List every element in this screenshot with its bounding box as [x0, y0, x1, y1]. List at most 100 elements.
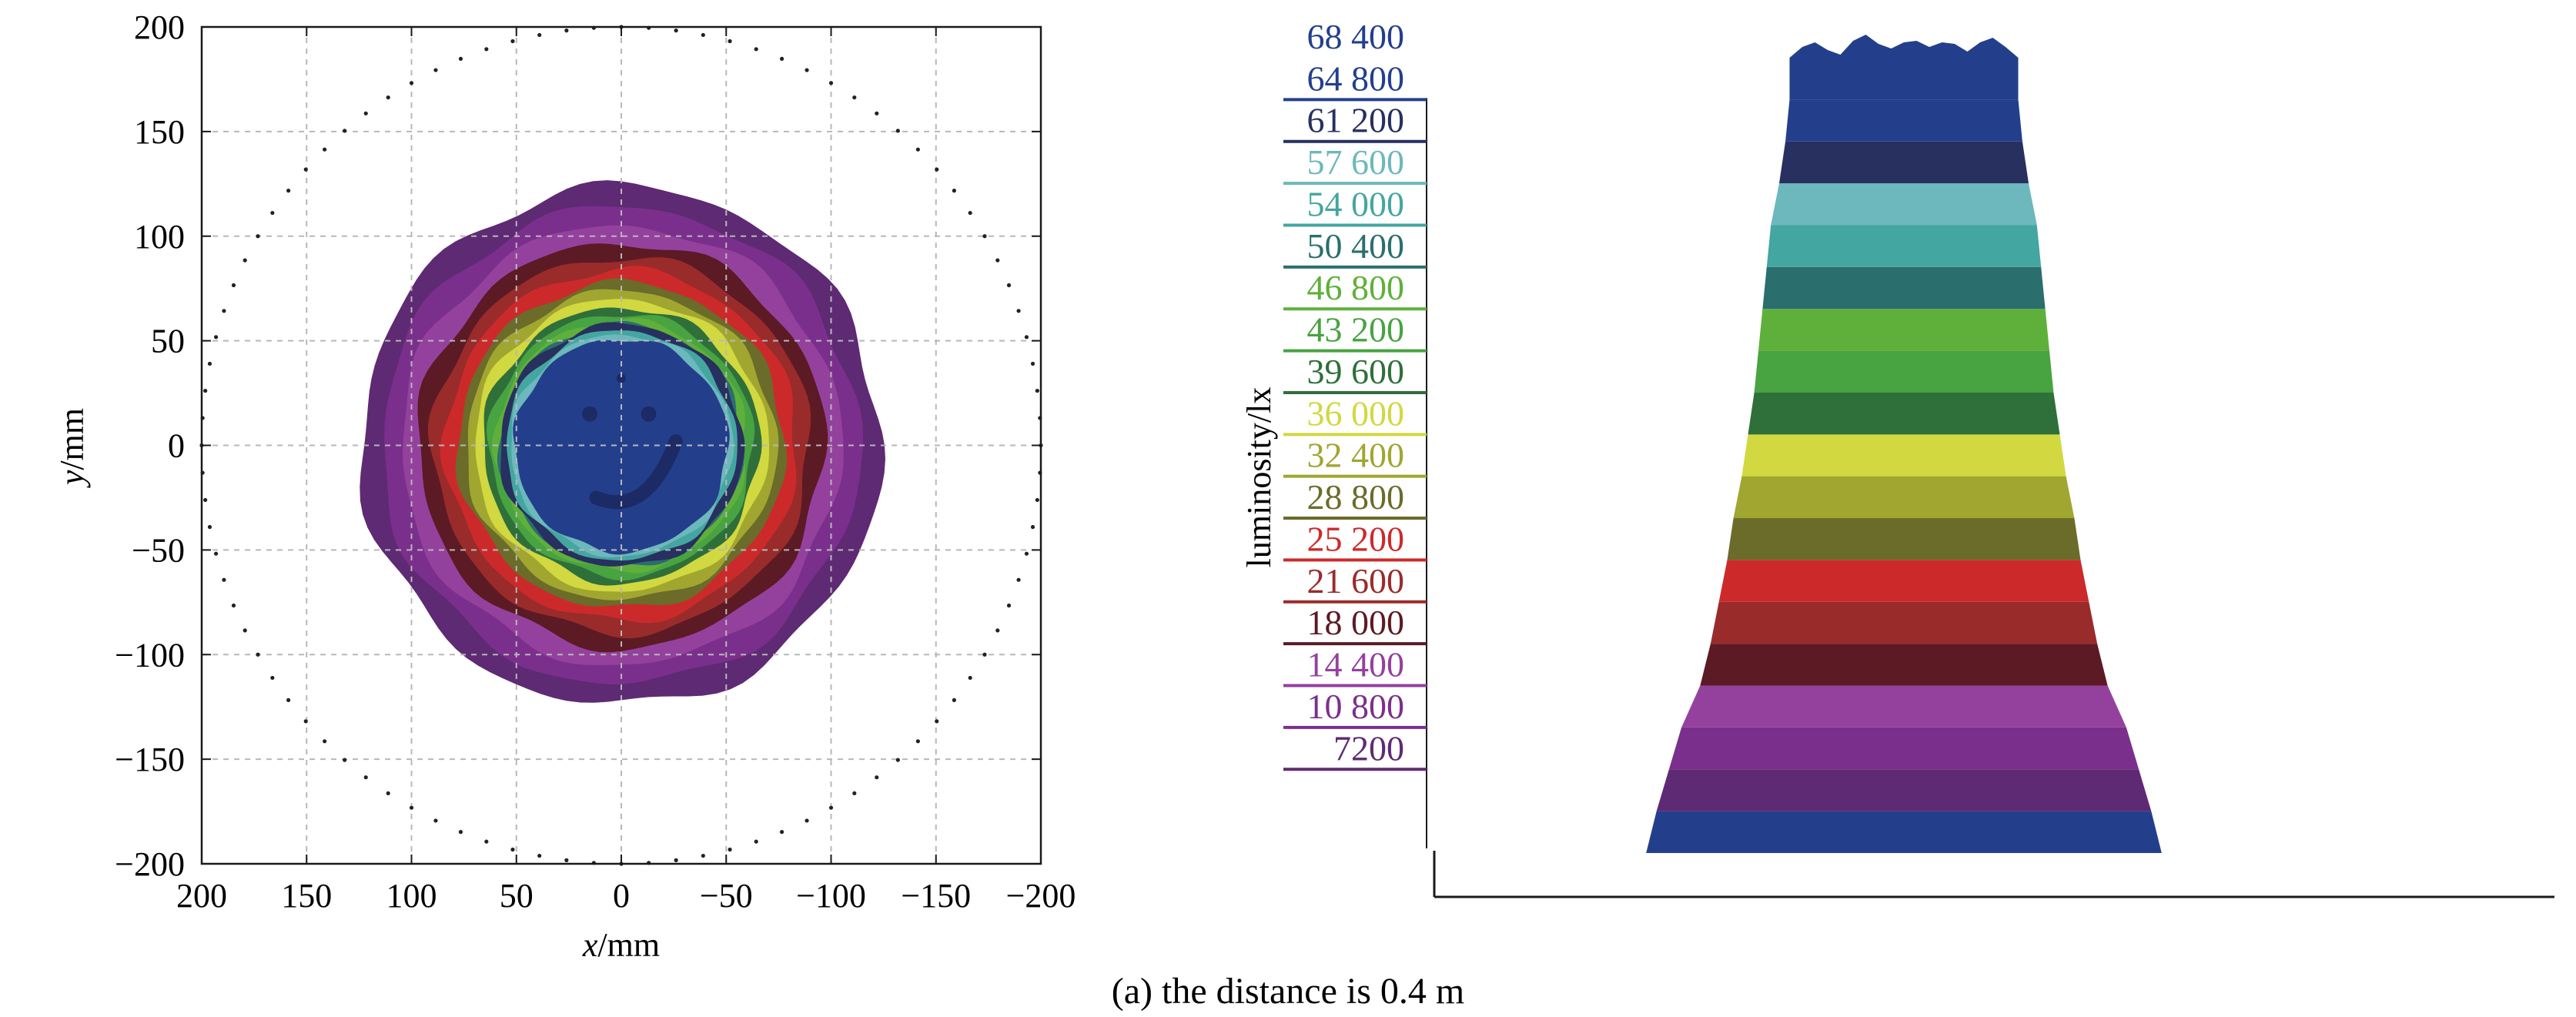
boundary-dot [203, 497, 208, 503]
profile-band-18000 [1710, 601, 2098, 644]
boundary-dot [1035, 388, 1039, 393]
boundary-dot [303, 719, 308, 724]
boundary-dot [1016, 577, 1021, 582]
profile-band-32400 [1741, 434, 2066, 477]
x-axis-var: x [582, 926, 598, 964]
colorbar-label: 57 600 [1307, 142, 1405, 182]
x-axis-ticks: 200 150 100 50 0 −50 −100 −150 −200 [176, 27, 1076, 915]
x-tick-label: −200 [1006, 877, 1076, 915]
boundary-dot [303, 167, 308, 172]
boundary-dot [222, 309, 226, 313]
colorbar-label: 61 200 [1307, 101, 1405, 140]
boundary-dot [1030, 524, 1035, 530]
y-tick-label: 150 [134, 113, 185, 151]
boundary-dot [779, 56, 785, 61]
boundary-dot [270, 675, 275, 681]
boundary-dot [1035, 497, 1039, 503]
boundary-dot [213, 551, 219, 556]
x-tick-label: 50 [500, 877, 534, 915]
profile-band-21600 [1718, 560, 2089, 602]
boundary-dot [875, 111, 879, 115]
profile-band-25200 [1727, 518, 2081, 560]
colorbar-label: 14 400 [1307, 645, 1405, 684]
boundary-dot [952, 698, 956, 702]
boundary-dot [852, 95, 857, 100]
boundary-dot [363, 111, 368, 115]
colorbar-label: 36 000 [1307, 393, 1405, 433]
colorbar-label: 10 800 [1307, 687, 1405, 726]
x-axis-unit: /mm [597, 926, 660, 964]
y-axis-label: y/mm [53, 408, 91, 488]
colorbar-label: 43 200 [1307, 310, 1405, 350]
y-axis-ticks: 200 150 100 50 0 −50 −100 −150 −200 [115, 8, 1041, 883]
profile-top-edge [1789, 35, 2019, 58]
boundary-dot [1024, 335, 1029, 340]
center-pattern [582, 373, 683, 510]
boundary-dot [537, 32, 542, 38]
boundary-dot [982, 652, 987, 657]
colorbar-label: 18 000 [1307, 603, 1405, 642]
boundary-dot [952, 189, 956, 193]
boundary-dot [323, 739, 327, 744]
colorbar-label: 50 400 [1307, 226, 1405, 266]
colorbar-label: 54 000 [1307, 184, 1405, 223]
x-axis-label: x/mm [582, 926, 660, 964]
x-tick-label: −50 [700, 877, 753, 915]
boundary-dot [1030, 361, 1035, 366]
center-spot [582, 406, 598, 422]
colorbar-label: 21 600 [1307, 561, 1405, 600]
profile-band-0 [1646, 811, 2162, 853]
boundary-dot [409, 805, 414, 810]
boundary-dot [1006, 283, 1012, 288]
x-tick-label: −100 [796, 877, 866, 915]
boundary-dot [207, 361, 212, 366]
colorbar-label: 39 600 [1307, 352, 1405, 391]
boundary-dot [409, 81, 414, 85]
boundary-dot [343, 129, 347, 133]
boundary-dot [564, 28, 569, 33]
boundary-dot [458, 56, 463, 61]
colorbar-label: 46 800 [1307, 268, 1405, 307]
boundary-dot [779, 830, 785, 835]
boundary-dot [728, 847, 732, 852]
boundary-dot [458, 830, 463, 835]
boundary-dot [805, 68, 809, 72]
boundary-dot [256, 652, 260, 657]
colorbar-label: 28 800 [1307, 477, 1405, 517]
profile-band-10800 [1681, 685, 2126, 728]
boundary-dot [995, 628, 1000, 633]
boundary-dot [674, 28, 678, 33]
boundary-dot [203, 388, 208, 393]
profile-band-39600 [1754, 350, 2054, 393]
colorbar-label: 64 800 [1307, 59, 1405, 98]
boundary-dot [323, 147, 327, 152]
boundary-dot [982, 234, 987, 239]
boundary-dot [484, 839, 489, 844]
boundary-dot [968, 675, 972, 681]
y-tick-label: 0 [168, 427, 185, 465]
colorbar-label: 7200 [1333, 728, 1404, 768]
contour-fills [360, 180, 885, 703]
x-tick-label: 100 [386, 877, 437, 915]
boundary-dot [256, 234, 260, 239]
y-tick-label: −200 [115, 845, 185, 883]
boundary-dot [231, 603, 236, 608]
y-tick-label: 100 [134, 218, 185, 256]
boundary-dot [875, 775, 879, 780]
boundary-dot [386, 791, 390, 796]
boundary-dot [915, 147, 920, 152]
figure-caption: (a) the distance is 0.4 m [1112, 971, 1465, 1012]
profile-band-54000 [1771, 183, 2037, 226]
boundary-dot [270, 210, 275, 216]
boundary-dot [243, 628, 247, 633]
colorbar-label: 25 200 [1307, 519, 1405, 558]
boundary-dot [564, 858, 569, 862]
y-tick-label: −50 [132, 531, 185, 569]
x-tick-label: −150 [901, 877, 971, 915]
profile-y-axis-label: luminosity/lx [1240, 387, 1278, 568]
boundary-dot [728, 38, 732, 44]
x-tick-label: 0 [613, 877, 630, 915]
